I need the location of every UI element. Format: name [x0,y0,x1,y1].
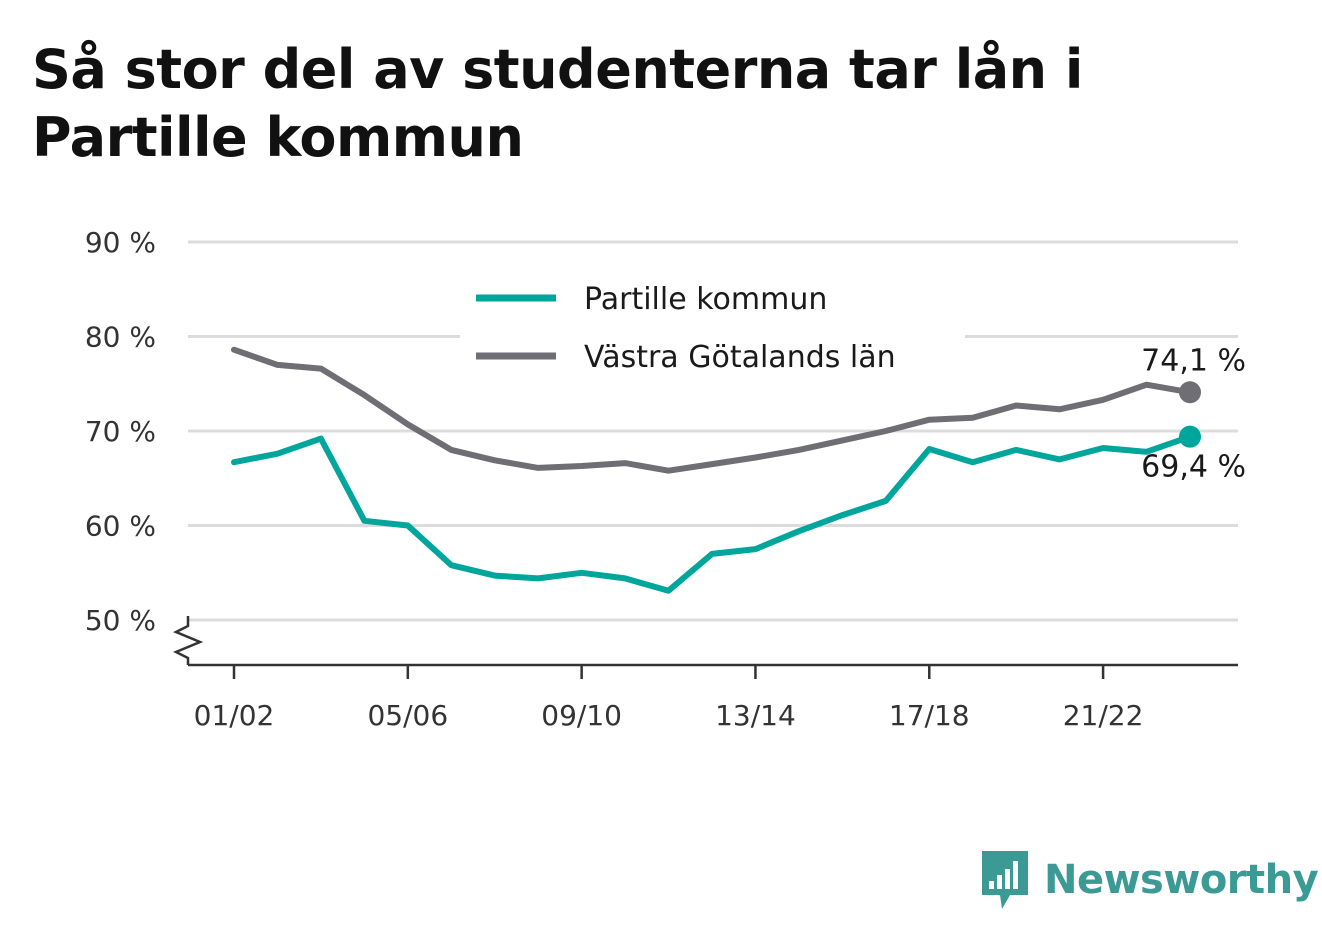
legend: Partille kommun Västra Götalands län [460,268,965,384]
legend-background [460,268,965,384]
brand-name: Newsworthy [1044,857,1319,903]
x-tick-label: 01/02 [194,699,275,732]
legend-label: Partille kommun [584,282,827,317]
newsworthy-logo-icon [982,851,1028,909]
x-tick-label: 13/14 [715,699,796,732]
x-tick-label: 05/06 [367,699,448,732]
end-value-label: 74,1 % [1141,343,1246,378]
x-tick-label: 09/10 [541,699,622,732]
y-tick-label: 60 % [85,510,156,543]
series-end-marker [1179,381,1201,404]
y-tick-label: 80 % [85,321,156,354]
series-end-marker [1179,425,1201,448]
y-tick-label: 70 % [85,415,156,448]
y-tick-label: 90 % [85,226,156,259]
end-value-label: 69,4 % [1141,450,1246,485]
x-tick-label: 21/22 [1063,699,1144,732]
brand-logo: Newsworthy [980,848,1319,912]
series-line-vastra-gotaland [231,346,1193,474]
x-tick-label: 17/18 [889,699,970,732]
y-tick-label: 50 % [85,604,156,637]
legend-label: Västra Götalands län [584,340,896,375]
series-line-partille [231,433,1193,594]
axis-break-marker [172,616,204,665]
chart-title: Så stor del av studenterna tar lån i Par… [32,38,1083,169]
